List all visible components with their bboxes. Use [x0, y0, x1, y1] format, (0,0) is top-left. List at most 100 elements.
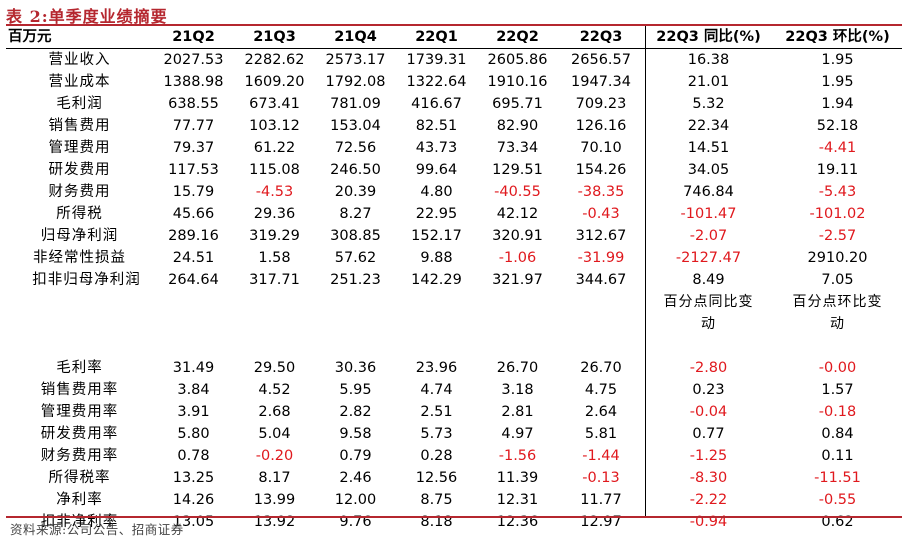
qoq-header: 22Q3 环比(%) — [773, 26, 902, 49]
row-label: 管理费用 — [48, 140, 111, 156]
ratio-row: 毛利率 31.49 29.50 30.36 23.96 26.70 26.70 -2.80 -0… — [6, 357, 902, 379]
yoy-subheader-line2: 动 — [701, 316, 716, 332]
cell-value: 43.73 — [415, 140, 458, 156]
yoy-value: -101.47 — [680, 206, 737, 222]
cell-value: 2573.17 — [325, 52, 386, 68]
cell-value: 2.82 — [339, 404, 372, 420]
cell-value: 12.97 — [580, 514, 622, 530]
qoq-value: -2.57 — [818, 228, 857, 244]
cell-value: 317.71 — [249, 272, 300, 288]
row-label: 研发费用率 — [40, 426, 119, 442]
cell-value: 45.66 — [172, 206, 215, 222]
table-title: 表 2:单季度业绩摘要 — [6, 7, 168, 26]
row-label: 扣非归母净利润 — [32, 272, 141, 288]
yoy-value: -8.30 — [689, 470, 728, 486]
qoq-value: -101.02 — [809, 206, 866, 222]
qoq-value: 1.95 — [821, 52, 854, 68]
qoq-value: 1.95 — [821, 74, 854, 90]
cell-value: -4.53 — [255, 184, 294, 200]
cell-value: 264.64 — [168, 272, 219, 288]
cell-value: 695.71 — [492, 96, 543, 112]
yoy-value: 0.23 — [692, 382, 725, 398]
spacer-row — [6, 335, 902, 357]
cell-value: 4.52 — [258, 382, 291, 398]
cell-value: -31.99 — [577, 250, 625, 266]
qoq-value: 0.62 — [821, 514, 854, 530]
cell-value: 13.25 — [172, 470, 215, 486]
row-label: 净利率 — [56, 492, 103, 508]
cell-value: 2.81 — [501, 404, 534, 420]
cell-value: 2282.62 — [244, 52, 305, 68]
cell-value: 2.51 — [420, 404, 453, 420]
cell-value: 142.29 — [411, 272, 462, 288]
yoy-value: -0.94 — [689, 514, 728, 530]
row-label: 非经常性损益 — [33, 250, 126, 266]
cell-value: 129.51 — [492, 162, 543, 178]
cell-value: 5.95 — [339, 382, 372, 398]
cell-value: -38.35 — [577, 184, 625, 200]
cell-value: 4.80 — [420, 184, 453, 200]
column-divider — [645, 26, 646, 516]
ratio-row: 净利率 14.26 13.99 12.00 8.75 12.31 11.77 -2.22 -0.… — [6, 489, 902, 511]
row-label: 所得税 — [56, 206, 103, 222]
cell-value: 0.78 — [177, 448, 210, 464]
cell-value: 70.10 — [580, 140, 622, 156]
cell-value: -1.56 — [498, 448, 537, 464]
cell-value: 1609.20 — [244, 74, 305, 90]
period-header: 22Q1 — [396, 26, 477, 49]
period-header: 21Q4 — [315, 26, 396, 49]
cell-value: 20.39 — [334, 184, 377, 200]
table-row: 扣非归母净利润 264.64 317.71 251.23 142.29 321.97 344… — [6, 269, 902, 291]
cell-value: 57.62 — [334, 250, 377, 266]
cell-value: 5.73 — [420, 426, 453, 442]
cell-value: 638.55 — [168, 96, 219, 112]
cell-value: 9.88 — [420, 250, 453, 266]
row-label: 毛利润 — [56, 96, 103, 112]
ratio-row: 扣非净利率 13.05 13.92 9.76 8.18 12.36 12.97 -0.94 0.… — [6, 511, 902, 533]
cell-value: -1.44 — [582, 448, 620, 464]
table-row: 所得税 45.66 29.36 8.27 22.95 42.12 -0.43 -101.47 -… — [6, 203, 902, 225]
cell-value: -0.13 — [582, 470, 620, 486]
cell-value: 26.70 — [580, 360, 622, 376]
cell-value: 30.36 — [334, 360, 377, 376]
cell-value: 23.96 — [415, 360, 458, 376]
yoy-value: 21.01 — [687, 74, 730, 90]
ratio-row: 管理费用率 3.91 2.68 2.82 2.51 2.81 2.64 -0.04 -0.18 — [6, 401, 902, 423]
cell-value: 117.53 — [168, 162, 219, 178]
ratio-row: 财务费用率 0.78 -0.20 0.79 0.28 -1.56 -1.44 -1.25 0.1… — [6, 445, 902, 467]
cell-value: 72.56 — [334, 140, 377, 156]
bottom-rule — [6, 516, 902, 518]
cell-value: 3.91 — [177, 404, 210, 420]
cell-value: 2656.57 — [571, 52, 631, 68]
qoq-value: 52.18 — [816, 118, 859, 134]
cell-value: 61.22 — [253, 140, 296, 156]
cell-value: 4.97 — [501, 426, 534, 442]
cell-value: 29.50 — [253, 360, 296, 376]
cell-value: 13.05 — [172, 514, 215, 530]
qoq-value: 1.57 — [821, 382, 854, 398]
row-label: 管理费用率 — [40, 404, 119, 420]
qoq-value: 1.94 — [821, 96, 854, 112]
cell-value: 3.18 — [501, 382, 534, 398]
yoy-value: 0.77 — [692, 426, 725, 442]
cell-value: 12.36 — [496, 514, 539, 530]
table-row: 财务费用 15.79 -4.53 20.39 4.80 -40.55 -38.35 746.8… — [6, 181, 902, 203]
qoq-subheader-line1: 百分点环比变 — [792, 294, 883, 310]
cell-value: 24.51 — [172, 250, 215, 266]
cell-value: 8.27 — [339, 206, 372, 222]
qoq-value: -4.41 — [818, 140, 857, 156]
cell-value: 0.79 — [339, 448, 372, 464]
cell-value: 1739.31 — [406, 52, 467, 68]
yoy-value: -0.04 — [689, 404, 728, 420]
cell-value: 1910.16 — [487, 74, 548, 90]
yoy-value: -2.22 — [689, 492, 728, 508]
cell-value: 416.67 — [411, 96, 462, 112]
yoy-value: 14.51 — [687, 140, 730, 156]
cell-value: 99.64 — [415, 162, 458, 178]
table-row: 营业成本 1388.98 1609.20 1792.08 1322.64 1910.16 1… — [6, 71, 902, 93]
cell-value: 2027.53 — [163, 52, 224, 68]
yoy-value: 5.32 — [692, 96, 725, 112]
cell-value: 15.79 — [172, 184, 215, 200]
table-row: 归母净利润 289.16 319.29 308.85 152.17 320.91 312.6… — [6, 225, 902, 247]
header-row: 百万元 21Q2 21Q3 21Q4 22Q1 22Q2 22Q3 22Q3 同… — [6, 26, 902, 49]
